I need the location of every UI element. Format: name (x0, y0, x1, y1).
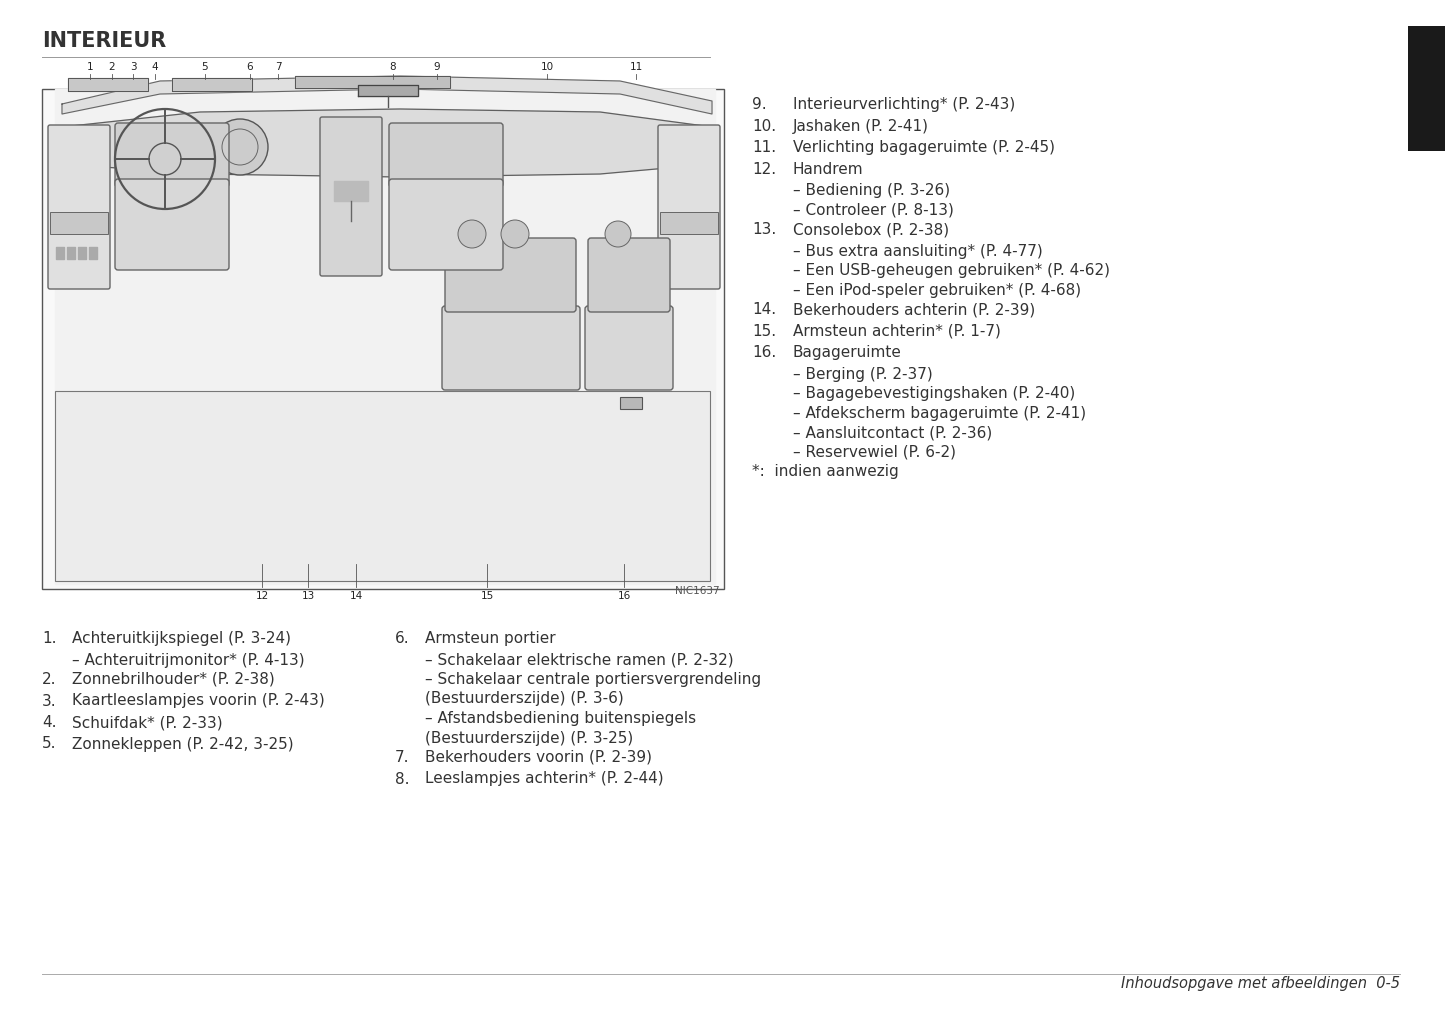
Text: 10.: 10. (751, 118, 776, 133)
Text: 1: 1 (87, 62, 94, 72)
Text: 11: 11 (630, 62, 643, 72)
Text: (Bestuurderszijde) (P. 3-6): (Bestuurderszijde) (P. 3-6) (425, 692, 624, 706)
Text: Zonnebrilhouder* (P. 2-38): Zonnebrilhouder* (P. 2-38) (72, 672, 275, 687)
Text: – Aansluitcontact (P. 2-36): – Aansluitcontact (P. 2-36) (793, 425, 993, 440)
Bar (42, 89, 724, 589)
Text: – Berging (P. 2-37): – Berging (P. 2-37) (793, 367, 933, 381)
Circle shape (501, 220, 529, 248)
Text: – Een USB-geheugen gebruiken* (P. 4-62): – Een USB-geheugen gebruiken* (P. 4-62) (793, 263, 1110, 278)
Text: – Bus extra aansluiting* (P. 4-77): – Bus extra aansluiting* (P. 4-77) (793, 244, 1043, 259)
Text: Schuifdak* (P. 2-33): Schuifdak* (P. 2-33) (72, 715, 223, 730)
Text: 10: 10 (540, 62, 553, 72)
Text: Armsteun portier: Armsteun portier (425, 631, 556, 646)
Text: 12.: 12. (751, 161, 776, 176)
Text: – Bagagebevestigingshaken (P. 2-40): – Bagagebevestigingshaken (P. 2-40) (793, 386, 1075, 401)
Text: 7.: 7. (394, 750, 409, 765)
Text: 5.: 5. (42, 737, 56, 751)
Text: 4: 4 (152, 62, 159, 72)
Text: Leeslampjes achterin* (P. 2-44): Leeslampjes achterin* (P. 2-44) (425, 771, 663, 787)
Text: 13.: 13. (751, 222, 776, 237)
Text: 14.: 14. (751, 302, 776, 317)
Text: Jashaken (P. 2-41): Jashaken (P. 2-41) (793, 118, 929, 133)
Text: 16: 16 (617, 591, 630, 601)
Text: Kaartleeslampjes voorin (P. 2-43): Kaartleeslampjes voorin (P. 2-43) (72, 694, 325, 708)
Bar (51, 212, 108, 234)
FancyBboxPatch shape (588, 238, 670, 312)
Polygon shape (55, 89, 715, 584)
Text: – Schakelaar elektrische ramen (P. 2-32): – Schakelaar elektrische ramen (P. 2-32) (425, 652, 734, 667)
FancyBboxPatch shape (116, 123, 228, 187)
Text: 9: 9 (434, 62, 441, 72)
Bar (620, 397, 642, 409)
Text: – Schakelaar centrale portiersvergrendeling: – Schakelaar centrale portiersvergrendel… (425, 672, 762, 687)
Circle shape (605, 221, 631, 247)
Text: – Afdekscherm bagageruimte (P. 2-41): – Afdekscherm bagageruimte (P. 2-41) (793, 406, 1087, 421)
Text: 8: 8 (390, 62, 396, 72)
Text: Verlichting bagageruimte (P. 2-45): Verlichting bagageruimte (P. 2-45) (793, 140, 1055, 155)
Text: – Een iPod-speler gebruiken* (P. 4-68): – Een iPod-speler gebruiken* (P. 4-68) (793, 282, 1081, 298)
FancyBboxPatch shape (585, 306, 673, 390)
FancyBboxPatch shape (319, 117, 381, 276)
Text: 14: 14 (350, 591, 363, 601)
Bar (55, 391, 709, 581)
Text: Handrem: Handrem (793, 161, 864, 176)
Text: 2: 2 (108, 62, 116, 72)
Text: Zonnekleppen (P. 2-42, 3-25): Zonnekleppen (P. 2-42, 3-25) (72, 737, 293, 751)
Circle shape (458, 220, 486, 248)
Text: 7: 7 (275, 62, 282, 72)
Text: – Reservewiel (P. 6-2): – Reservewiel (P. 6-2) (793, 444, 957, 460)
FancyBboxPatch shape (116, 179, 228, 270)
Text: Bagageruimte: Bagageruimte (793, 345, 902, 360)
FancyBboxPatch shape (657, 125, 720, 289)
Text: Interieurverlichting* (P. 2-43): Interieurverlichting* (P. 2-43) (793, 97, 1016, 112)
Text: INTERIEUR: INTERIEUR (42, 31, 166, 51)
Text: NIC1637: NIC1637 (675, 586, 720, 596)
Polygon shape (62, 76, 712, 114)
Text: *:  indien aanwezig: *: indien aanwezig (751, 464, 899, 479)
Text: Bekerhouders voorin (P. 2-39): Bekerhouders voorin (P. 2-39) (425, 750, 652, 765)
Text: Consolebox (P. 2-38): Consolebox (P. 2-38) (793, 222, 949, 237)
Text: 3: 3 (130, 62, 136, 72)
Bar (660, 212, 718, 234)
Text: Inhoudsopgave met afbeeldingen  0-5: Inhoudsopgave met afbeeldingen 0-5 (1121, 976, 1400, 991)
FancyBboxPatch shape (442, 306, 579, 390)
Text: 16.: 16. (751, 345, 776, 360)
Text: 12: 12 (256, 591, 269, 601)
Text: Bekerhouders achterin (P. 2-39): Bekerhouders achterin (P. 2-39) (793, 302, 1035, 317)
Text: 6: 6 (247, 62, 253, 72)
Text: 4.: 4. (42, 715, 56, 730)
Text: 1.: 1. (42, 631, 56, 646)
Text: – Afstandsbediening buitenspiegels: – Afstandsbediening buitenspiegels (425, 711, 696, 726)
Bar (1407, 26, 1445, 151)
Text: 11.: 11. (751, 140, 776, 155)
Text: – Achteruitrijmonitor* (P. 4-13): – Achteruitrijmonitor* (P. 4-13) (72, 652, 305, 667)
Text: 15.: 15. (751, 323, 776, 338)
Text: Armsteun achterin* (P. 1-7): Armsteun achterin* (P. 1-7) (793, 323, 1001, 338)
Text: 13: 13 (302, 591, 315, 601)
Text: (Bestuurderszijde) (P. 3-25): (Bestuurderszijde) (P. 3-25) (425, 731, 633, 746)
Text: 5: 5 (202, 62, 208, 72)
Text: 9.: 9. (751, 97, 767, 112)
Text: – Bediening (P. 3-26): – Bediening (P. 3-26) (793, 183, 951, 198)
Text: 15: 15 (480, 591, 494, 601)
Text: 3.: 3. (42, 694, 56, 708)
Polygon shape (62, 109, 712, 177)
FancyBboxPatch shape (389, 123, 503, 187)
Text: Achteruitkijkspiegel (P. 3-24): Achteruitkijkspiegel (P. 3-24) (72, 631, 290, 646)
FancyBboxPatch shape (389, 179, 503, 270)
Text: 8.: 8. (394, 771, 409, 787)
Text: – Controleer (P. 8-13): – Controleer (P. 8-13) (793, 203, 954, 217)
FancyBboxPatch shape (445, 238, 577, 312)
Circle shape (212, 119, 267, 175)
Text: 2.: 2. (42, 672, 56, 687)
FancyBboxPatch shape (48, 125, 110, 289)
Text: 6.: 6. (394, 631, 409, 646)
